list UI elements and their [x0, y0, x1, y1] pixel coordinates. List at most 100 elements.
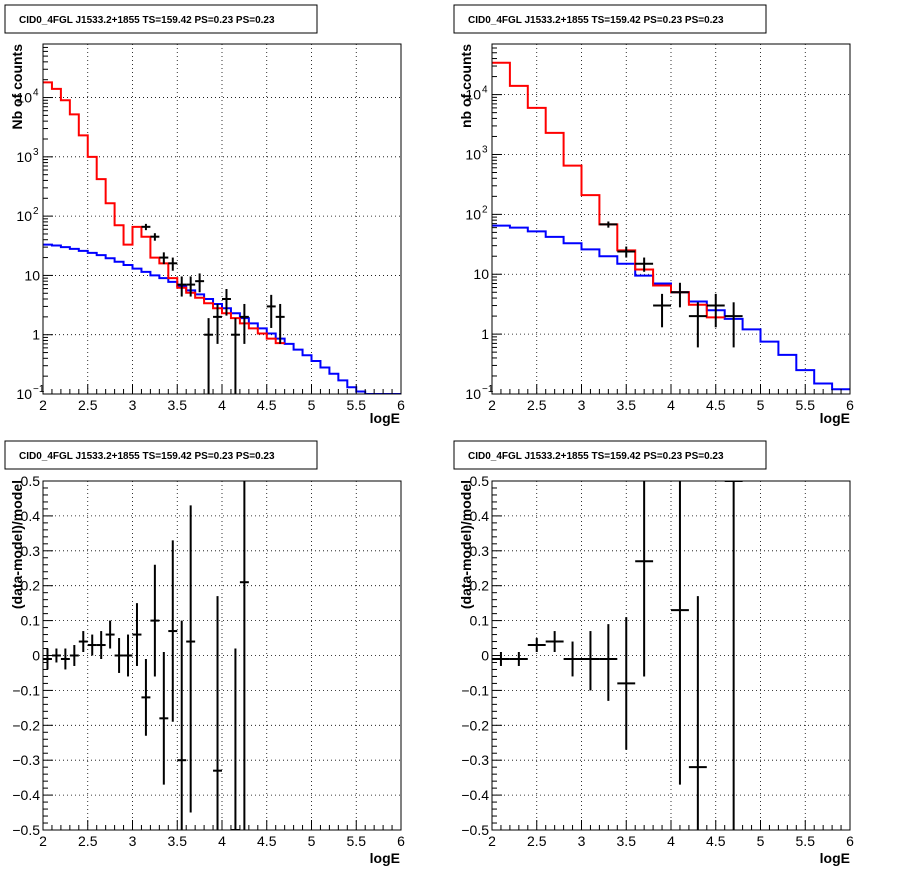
data-point: [545, 631, 564, 653]
y-tick-label: 0.5: [470, 473, 490, 489]
grid: [492, 44, 850, 394]
x-tick-label: 5.5: [347, 833, 367, 849]
y-axis-label: Nb of counts: [9, 44, 25, 130]
x-tick-label: 5: [308, 833, 316, 849]
x-tick-label: 4.5: [706, 833, 726, 849]
y-tick-exponent: 4: [33, 88, 39, 99]
x-tick-label: 4: [667, 397, 675, 413]
data-point: [688, 302, 707, 348]
x-tick-label: 2: [488, 833, 496, 849]
panel-counts-right: CID0_4FGL J1533.2+1855 TS=159.42 PS=0.23…: [453, 4, 854, 426]
y-tick-label: 10: [465, 386, 481, 402]
data-point: [599, 624, 618, 701]
x-tick-label: 3.5: [168, 833, 188, 849]
y-tick-label: 0.4: [21, 508, 41, 524]
data-point: [724, 481, 743, 830]
x-tick-label: 4.5: [257, 397, 277, 413]
x-axis-label: logE: [820, 850, 850, 866]
data-point: [69, 645, 79, 666]
x-tick-label: 2: [39, 833, 47, 849]
x-tick-label: 5: [757, 397, 765, 413]
x-tick-label: 3: [129, 397, 137, 413]
series-layer: [492, 61, 850, 391]
data-point: [266, 294, 276, 328]
y-tick-label: −0.3: [461, 752, 489, 768]
data-point: [724, 302, 743, 348]
x-tick-label: 2.5: [78, 833, 98, 849]
y-ticks: −0.5 −0.4 −0.3 −0.2 −0.1 0 0.1 0.2 0.3 0.4 0.5: [12, 473, 53, 838]
data-point: [213, 303, 222, 344]
data-point: [60, 648, 70, 670]
y-tick-label: −0.4: [461, 787, 489, 803]
data-point: [177, 276, 187, 297]
data-point: [239, 303, 249, 344]
x-tick-label: 3: [578, 397, 586, 413]
data-point: [141, 658, 151, 736]
y-tick-label: 0.1: [21, 613, 41, 629]
y-tick-label: 10: [465, 146, 481, 162]
data-point: [617, 617, 636, 750]
series-layer: [43, 481, 249, 830]
data-point: [204, 318, 214, 394]
data-point: [222, 289, 231, 316]
y-axis-label: nb of counts: [458, 44, 474, 128]
data-point: [230, 318, 240, 394]
x-axis-label: logE: [370, 850, 400, 866]
panel-title: CID0_4FGL J1533.2+1855 TS=159.42 PS=0.23…: [19, 15, 275, 26]
x-axis-label: logE: [820, 410, 850, 426]
y-ticks: −0.5 −0.4 −0.3 −0.2 −0.1 0 0.1 0.2 0.3 0.4 0.5: [461, 473, 502, 838]
title-box: [453, 440, 767, 470]
x-tick-label: 4: [667, 833, 675, 849]
title-box: [4, 4, 318, 34]
y-tick-label: −0.2: [12, 717, 40, 733]
x-tick-label: 5.5: [796, 833, 816, 849]
y-tick-label: −0.2: [461, 717, 489, 733]
data-point: [132, 603, 142, 666]
x-tick-label: 3: [129, 833, 137, 849]
series-line-1: [492, 61, 725, 319]
data-point: [43, 648, 52, 670]
data-point: [159, 252, 169, 265]
data-point: [230, 648, 240, 830]
data-point: [653, 293, 671, 328]
y-tick-label: 1: [481, 326, 489, 342]
data-point: [635, 257, 654, 272]
data-point: [141, 223, 151, 231]
x-ticks: 2 2.5 3 3.5 4 4.5 5 5.5 6: [488, 820, 854, 849]
y-tick-label: 0.4: [470, 508, 490, 524]
y-tick-label: 0: [481, 648, 489, 664]
x-tick-label: 5: [757, 833, 765, 849]
data-point: [599, 221, 618, 228]
x-tick-label: 3.5: [617, 833, 637, 849]
y-tick-label: 10: [24, 267, 40, 283]
x-ticks: 2 2.5 3 3.5 4 4.5 5 5.5 6: [39, 820, 405, 849]
y-tick-label: 10: [16, 149, 32, 165]
panel-residuals-right: CID0_4FGL J1533.2+1855 TS=159.42 PS=0.23…: [453, 440, 854, 866]
y-tick-label: 0: [32, 648, 40, 664]
x-tick-label: 2.5: [527, 397, 547, 413]
y-tick-label: 10: [473, 266, 489, 282]
x-tick-label: 3: [578, 833, 586, 849]
grid: [43, 44, 401, 394]
x-tick-label: 2: [39, 397, 47, 413]
data-point: [114, 638, 124, 673]
data-point: [688, 596, 707, 830]
data-point: [96, 631, 106, 659]
data-point: [492, 652, 510, 666]
x-tick-label: 4: [218, 397, 226, 413]
data-point: [168, 540, 178, 722]
y-tick-label: −0.5: [12, 822, 40, 838]
y-tick-label: 0.1: [470, 613, 490, 629]
y-tick-label: 0.3: [21, 543, 41, 559]
series-layer: [43, 81, 401, 394]
data-point: [195, 273, 205, 293]
x-tick-label: 3.5: [168, 397, 188, 413]
y-tick-label: −0.5: [461, 822, 489, 838]
data-point: [509, 652, 528, 666]
y-tick-label: 10: [16, 208, 32, 224]
data-point: [563, 641, 582, 677]
y-tick-label: −0.1: [461, 682, 489, 698]
